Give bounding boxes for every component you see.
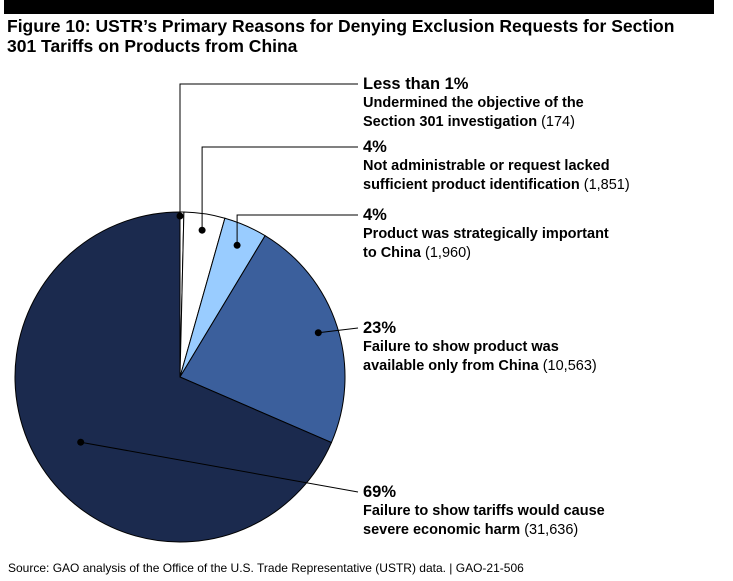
slice-description: Failure to show product was bbox=[363, 339, 559, 355]
slice-percent-label: 4% bbox=[363, 138, 387, 156]
slice-percent-label: 69% bbox=[363, 483, 397, 501]
slice-description: Failure to show tariffs would cause bbox=[363, 503, 605, 519]
slice-count: (1,960) bbox=[425, 245, 471, 261]
leader-dot-strategically-important bbox=[233, 241, 241, 249]
slice-label-strategically-important: 4% Product was strategically important to … bbox=[363, 205, 609, 263]
slice-label-not-administrable: 4% Not administrable or request lacked suf… bbox=[363, 137, 630, 195]
slice-label-not-only-from-china: 23% Failure to show product was available … bbox=[363, 318, 597, 376]
slice-description: severe economic harm bbox=[363, 522, 521, 538]
slice-percent-label: 23% bbox=[363, 319, 397, 337]
source-note: Source: GAO analysis of the Office of th… bbox=[8, 561, 524, 575]
leader-dot-undermined-objective bbox=[176, 212, 184, 220]
leader-line-not-only-from-china bbox=[318, 327, 359, 334]
chart-title: Figure 10: USTR’s Primary Reasons for De… bbox=[7, 16, 707, 56]
slice-count: (31,636) bbox=[524, 522, 579, 538]
slice-count: (174) bbox=[541, 114, 575, 130]
slice-description: Not administrable or request lacked bbox=[363, 158, 610, 174]
slice-label-economic-harm: 69% Failure to show tariffs would cause se… bbox=[363, 482, 605, 540]
leader-line-economic-harm bbox=[80, 441, 359, 493]
leader-line-not-administrable bbox=[201, 146, 358, 231]
title-bar-decoration bbox=[4, 0, 714, 14]
chart-title-line-2: 301 Tariffs on Products from China bbox=[7, 36, 298, 56]
slice-description: Product was strategically important bbox=[363, 226, 609, 242]
chart-title-line-1: Figure 10: USTR’s Primary Reasons for De… bbox=[7, 16, 675, 36]
slice-description: Undermined the objective of the bbox=[363, 95, 584, 111]
pie-slice-not-only-from-china bbox=[179, 234, 346, 444]
slice-percent-label: Less than 1% bbox=[363, 75, 469, 93]
slice-description: to China bbox=[363, 245, 421, 261]
leader-dot-economic-harm bbox=[77, 438, 85, 446]
pie-slice-economic-harm bbox=[14, 211, 333, 543]
leader-dot-not-only-from-china bbox=[314, 329, 322, 337]
slice-count: (10,563) bbox=[542, 358, 597, 374]
slice-percent-label: 4% bbox=[363, 206, 387, 224]
leader-line-undermined-objective bbox=[179, 83, 358, 216]
slice-description: available only from China bbox=[363, 358, 539, 374]
slice-label-undermined-objective: Less than 1% Undermined the objective of … bbox=[363, 74, 584, 132]
leader-dot-not-administrable bbox=[198, 226, 206, 234]
slice-description: Section 301 investigation bbox=[363, 114, 538, 130]
leader-line-strategically-important bbox=[236, 214, 358, 246]
slice-description: sufficient product identification bbox=[363, 177, 580, 193]
slice-count: (1,851) bbox=[583, 177, 630, 193]
